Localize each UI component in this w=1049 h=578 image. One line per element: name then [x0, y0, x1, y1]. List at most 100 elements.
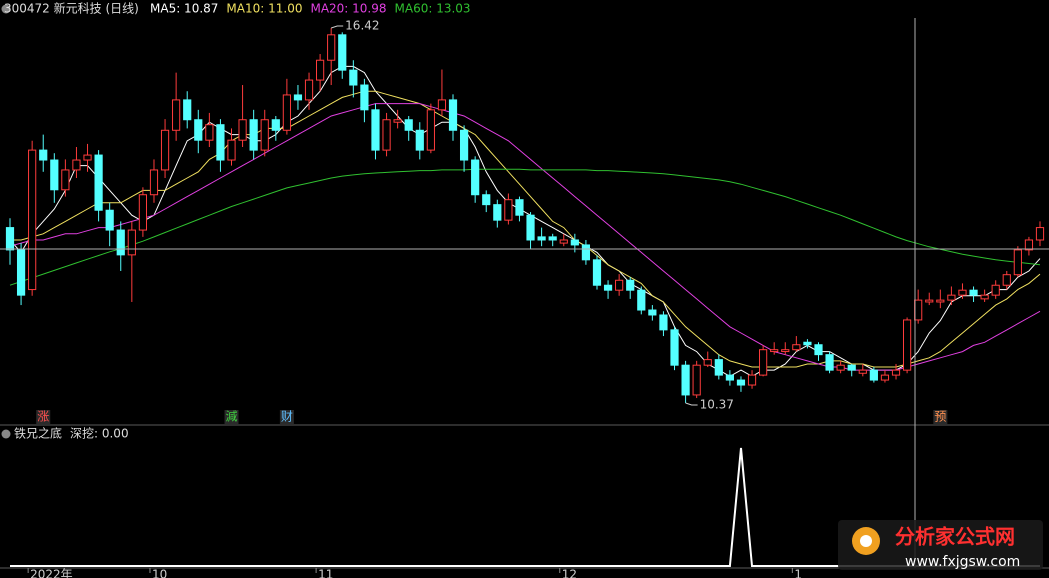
candle-body: [338, 34, 347, 71]
candle-body: [869, 369, 878, 381]
candle-body: [39, 149, 48, 161]
event-label: 涨: [37, 409, 49, 424]
panel-icon[interactable]: [1, 4, 11, 14]
candle-body: [792, 344, 801, 351]
event-box: [224, 410, 239, 424]
candle-body: [504, 199, 513, 221]
x-tick-label: 10: [152, 568, 167, 578]
candle-body: [227, 139, 236, 161]
candle-body: [515, 199, 524, 216]
candle-body: [670, 329, 679, 366]
watermark-url: www.fxjgsw.com: [905, 554, 1020, 570]
candle-body: [891, 369, 901, 376]
candle-body: [548, 236, 557, 241]
candle-body: [1002, 274, 1011, 286]
candle-body: [991, 284, 1000, 296]
candle-body: [858, 369, 867, 374]
candle-body: [592, 259, 602, 286]
candle-body: [426, 109, 435, 151]
candle-body: [559, 239, 568, 244]
candle-body: [947, 294, 956, 301]
candle-body: [1013, 249, 1022, 276]
min-pointer: [685, 402, 698, 406]
event-label: 预: [934, 410, 946, 424]
candle-body: [316, 59, 325, 81]
ma-line: [10, 90, 1041, 368]
candle-body: [659, 314, 668, 331]
candle-body: [936, 299, 945, 303]
candle-body: [637, 289, 646, 311]
candle-body: [72, 159, 81, 171]
candle-body: [105, 209, 114, 231]
candle-body: [349, 69, 358, 86]
candle-body: [493, 204, 502, 221]
candle-body: [570, 239, 579, 246]
candle-body: [16, 249, 26, 296]
candle-body: [759, 349, 768, 376]
candle-body: [681, 364, 690, 396]
candle-body: [725, 374, 734, 381]
candle-body: [149, 169, 159, 196]
candle-body: [459, 129, 469, 161]
candle-body: [83, 154, 92, 161]
legend-entry: MA10: 11.00: [226, 2, 302, 16]
candle-body: [836, 364, 845, 371]
min-label: 10.37: [700, 398, 734, 412]
candle-body: [825, 354, 834, 371]
candle-body: [216, 124, 225, 161]
candle-body: [28, 149, 37, 291]
ma-line: [9, 65, 1041, 377]
candle-body: [50, 159, 59, 191]
candle-body: [327, 34, 336, 61]
indicator-title: 铁兄之底: [14, 426, 62, 441]
event-box: [933, 410, 948, 424]
candle-body: [382, 119, 391, 151]
candle-body: [271, 119, 280, 131]
candle-body: [360, 84, 369, 111]
legend-entry: MA5: 10.87: [150, 2, 218, 16]
watermark-box: [838, 520, 1043, 570]
legend-entry: MA60: 13.03: [395, 2, 471, 16]
candle-body: [293, 94, 303, 101]
candle-body: [1035, 227, 1045, 241]
candle-body: [714, 359, 723, 376]
candle-body: [692, 364, 701, 396]
max-pointer: [331, 25, 344, 29]
candle-body: [526, 214, 535, 241]
max-label: 16.42: [345, 19, 379, 33]
candle-body: [183, 99, 192, 121]
candle-body: [393, 119, 402, 123]
x-tick-label: 11: [318, 568, 333, 578]
ma-line: [9, 103, 1041, 371]
chart-title: 300472 新元科技 (日线): [4, 1, 139, 16]
candle-body: [925, 299, 934, 303]
candle-body: [238, 119, 247, 141]
candle-body: [5, 227, 15, 251]
candle-body: [127, 229, 136, 256]
candle-body: [914, 299, 923, 321]
candle-body: [736, 379, 746, 386]
candle-body: [471, 159, 480, 196]
candle-body: [648, 309, 657, 316]
watermark-title: 分析家公式网: [895, 525, 1015, 549]
candle-body: [172, 99, 181, 131]
candle-body: [404, 119, 413, 131]
event-box: [36, 410, 51, 424]
panel-icon[interactable]: [1, 429, 11, 439]
candle-body: [482, 194, 491, 206]
marks: [5, 28, 1045, 567]
candle-body: [902, 319, 912, 371]
candle-body: [537, 236, 546, 241]
candle-body: [703, 359, 712, 366]
candle-body: [116, 229, 125, 256]
event-label: 減: [225, 409, 237, 424]
candle-body: [603, 284, 613, 291]
candle-body: [581, 244, 591, 261]
event-label: 财: [281, 410, 293, 424]
candle-body: [371, 109, 380, 151]
watermark-logo: [860, 535, 872, 547]
candle-body: [980, 294, 989, 300]
candle-body: [448, 99, 458, 131]
